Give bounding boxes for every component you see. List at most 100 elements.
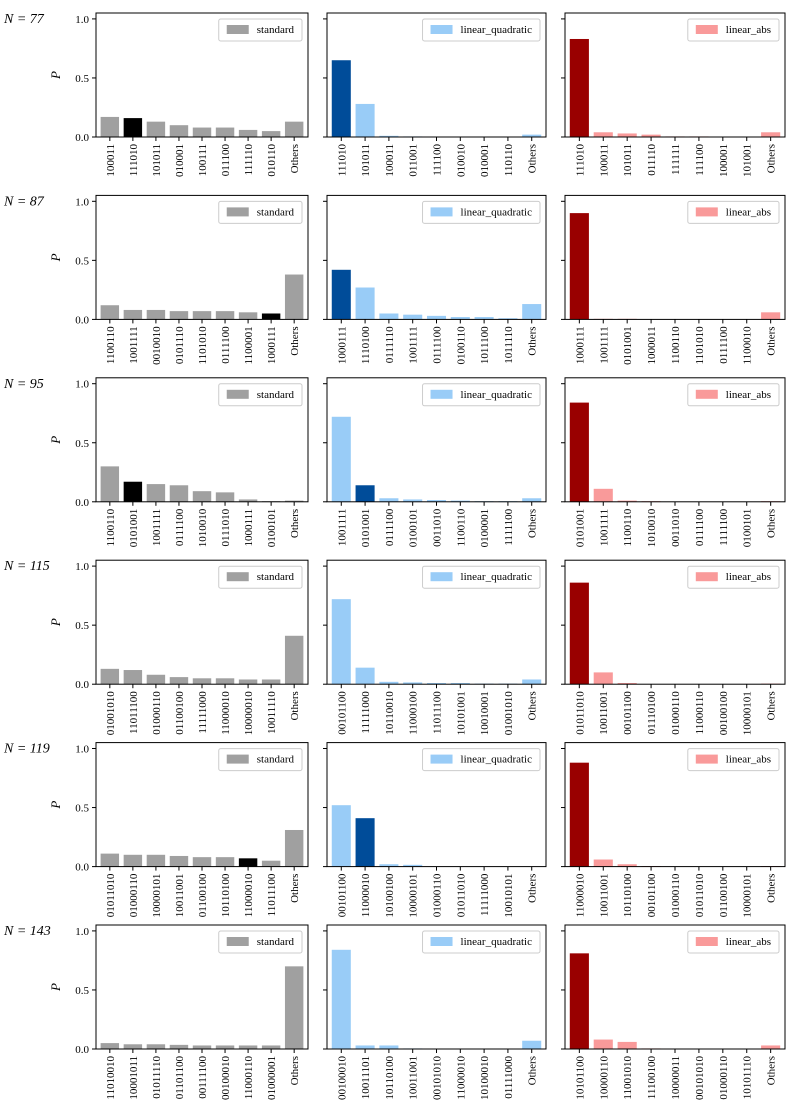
bar — [284, 635, 304, 685]
legend-label: linear_abs — [726, 936, 771, 948]
x-tick-label: 11000110 — [694, 691, 706, 735]
x-tick-label: 0101001 — [622, 326, 634, 365]
legend-swatch — [226, 207, 249, 217]
x-tick-label: 01000110 — [670, 873, 682, 917]
bar — [355, 818, 375, 867]
legend: linear_quadratic — [422, 200, 541, 224]
legend: linear_abs — [687, 18, 780, 42]
x-tick-label: 01101100 — [174, 1056, 186, 1100]
x-tick-label: 0111110 — [384, 326, 396, 363]
x-tick-label: 010010 — [455, 144, 467, 178]
x-tick-label: 01011010 — [455, 873, 467, 917]
bar — [617, 133, 637, 137]
y-axis-label: P — [48, 983, 63, 992]
bar — [593, 859, 613, 867]
bar — [761, 1045, 781, 1049]
legend-box — [218, 930, 303, 954]
y-axis-label: P — [48, 253, 63, 262]
x-tick-label: 11000010 — [360, 873, 372, 917]
x-tick-label: 110110 — [503, 144, 515, 177]
row-label: N = 115 — [3, 559, 50, 574]
x-tick-label: 1111100 — [718, 508, 730, 545]
legend-box — [218, 383, 303, 407]
legend-box — [218, 200, 303, 224]
axes-frame — [326, 742, 547, 868]
bar — [522, 679, 542, 685]
x-tick-label: 0111100 — [220, 326, 232, 364]
x-tick-label: Others — [527, 509, 539, 538]
axes-frame — [564, 924, 786, 1050]
legend-box — [687, 565, 780, 589]
legend-box — [218, 18, 303, 42]
bar — [522, 134, 542, 137]
axes-frame — [564, 559, 786, 685]
legend: linear_quadratic — [422, 930, 541, 954]
x-tick-label: Others — [527, 1056, 539, 1085]
y-tick-label: 0.5 — [75, 438, 89, 450]
y-axis-label: P — [48, 618, 63, 627]
x-tick-label: 10000101 — [408, 874, 420, 918]
bar — [261, 679, 281, 685]
legend-label: standard — [257, 24, 295, 36]
legend-box — [422, 200, 541, 224]
x-tick-label: 0100101 — [742, 509, 754, 548]
y-tick-label: 0.0 — [75, 679, 89, 691]
legend-swatch — [430, 25, 453, 34]
y-tick-label: 0.0 — [75, 497, 89, 509]
x-tick-label: 10011110 — [266, 691, 278, 734]
bar — [522, 1040, 542, 1049]
x-tick-label: 1110100 — [360, 326, 372, 364]
y-tick-label: 0.0 — [75, 314, 89, 326]
bar — [379, 135, 399, 137]
bar — [284, 966, 304, 1049]
x-tick-label: 01011010 — [574, 691, 586, 735]
legend-swatch — [430, 572, 453, 582]
axes-frame — [326, 377, 547, 503]
bar — [403, 682, 423, 685]
x-tick-label: 0111010 — [220, 508, 232, 546]
bar — [169, 125, 189, 137]
x-tick-label: 10000011 — [670, 1056, 682, 1100]
x-tick-label: 00100100 — [718, 691, 730, 736]
bar — [355, 667, 375, 685]
bar — [169, 311, 189, 320]
x-tick-label: 11010010 — [105, 1056, 117, 1100]
row-label: N = 77 — [3, 12, 45, 27]
axes-frame — [326, 924, 547, 1050]
legend-label: linear_abs — [726, 389, 771, 401]
bar — [284, 274, 304, 320]
axes-frame — [326, 194, 547, 320]
bar — [215, 492, 235, 502]
legend-box — [218, 748, 303, 772]
y-tick-label: 0.5 — [75, 620, 89, 632]
legend-box — [422, 748, 541, 772]
x-tick-label: 10000110 — [598, 1056, 610, 1100]
x-tick-label: 1001111 — [336, 509, 348, 546]
bar — [100, 466, 120, 502]
bar — [426, 500, 447, 502]
legend-box — [687, 930, 780, 954]
legend-swatch — [226, 572, 249, 582]
bar — [522, 304, 542, 320]
x-tick-label: 11000110 — [243, 1056, 255, 1100]
x-tick-label: 11000010 — [243, 873, 255, 917]
legend-box — [422, 930, 541, 954]
bar — [593, 1039, 613, 1049]
x-tick-label: 01000110 — [670, 691, 682, 735]
x-tick-label: 01100100 — [718, 873, 730, 917]
x-tick-label: 10110100 — [622, 873, 634, 917]
x-tick-label: Others — [289, 144, 301, 173]
bar — [192, 678, 212, 685]
bar — [379, 864, 399, 867]
x-tick-label: 10011001 — [598, 691, 610, 735]
x-tick-label: 10101100 — [574, 1056, 586, 1100]
x-tick-label: 011100 — [220, 144, 232, 177]
x-tick-label: 10100100 — [384, 873, 396, 918]
x-tick-label: 01011010 — [105, 873, 117, 917]
bar — [522, 498, 542, 502]
x-tick-label: 0101001 — [360, 509, 372, 548]
x-tick-label: 1101010 — [694, 326, 706, 365]
axes-frame — [564, 12, 786, 138]
legend-box — [422, 383, 541, 407]
row-label: N = 119 — [3, 742, 50, 757]
